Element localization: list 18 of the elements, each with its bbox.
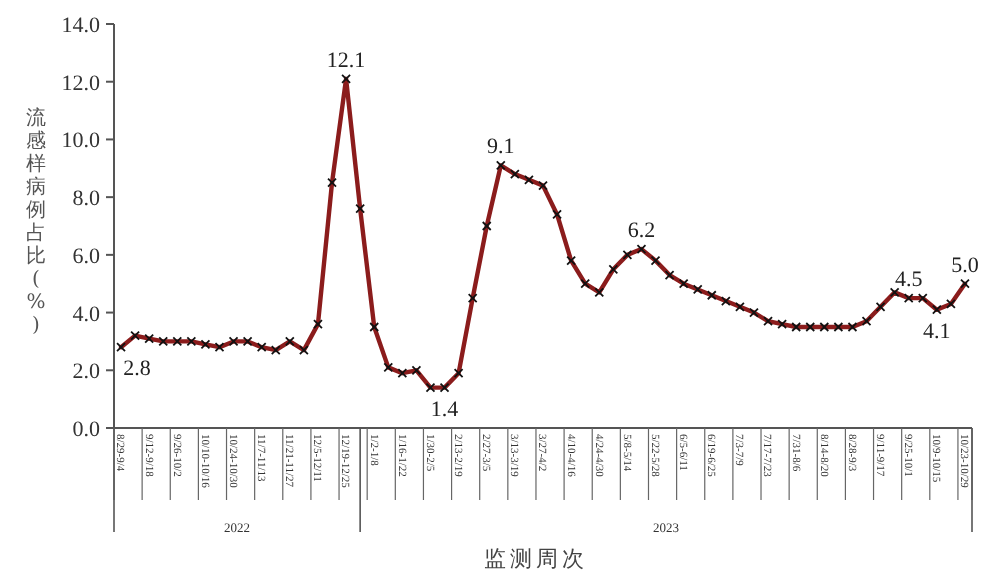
y-tick-label: 0.0 <box>72 418 101 442</box>
data-label: 2.8 <box>123 357 152 382</box>
data-label: 1.4 <box>430 397 460 422</box>
y-tick-label: 10.0 <box>61 129 101 154</box>
data-label: 6.2 <box>627 219 656 244</box>
y-tick-label: 12.0 <box>61 71 101 96</box>
y-tick-label: 4.0 <box>72 302 101 327</box>
y-tick-label: 14.0 <box>61 14 101 38</box>
y-tick-label: 8.0 <box>72 187 101 212</box>
data-label: 12.1 <box>326 48 366 73</box>
data-label: 9.1 <box>487 135 515 160</box>
y-tick-label: 2.0 <box>72 360 101 385</box>
data-label: 4.5 <box>894 268 924 293</box>
data-label: 4.1 <box>923 319 951 344</box>
text: 流感样病例占比(%) <box>26 108 46 337</box>
x-axis-title: 监测周次 <box>484 546 588 572</box>
data-label: 5.0 <box>951 253 980 278</box>
y-tick-label: 6.0 <box>72 244 101 269</box>
